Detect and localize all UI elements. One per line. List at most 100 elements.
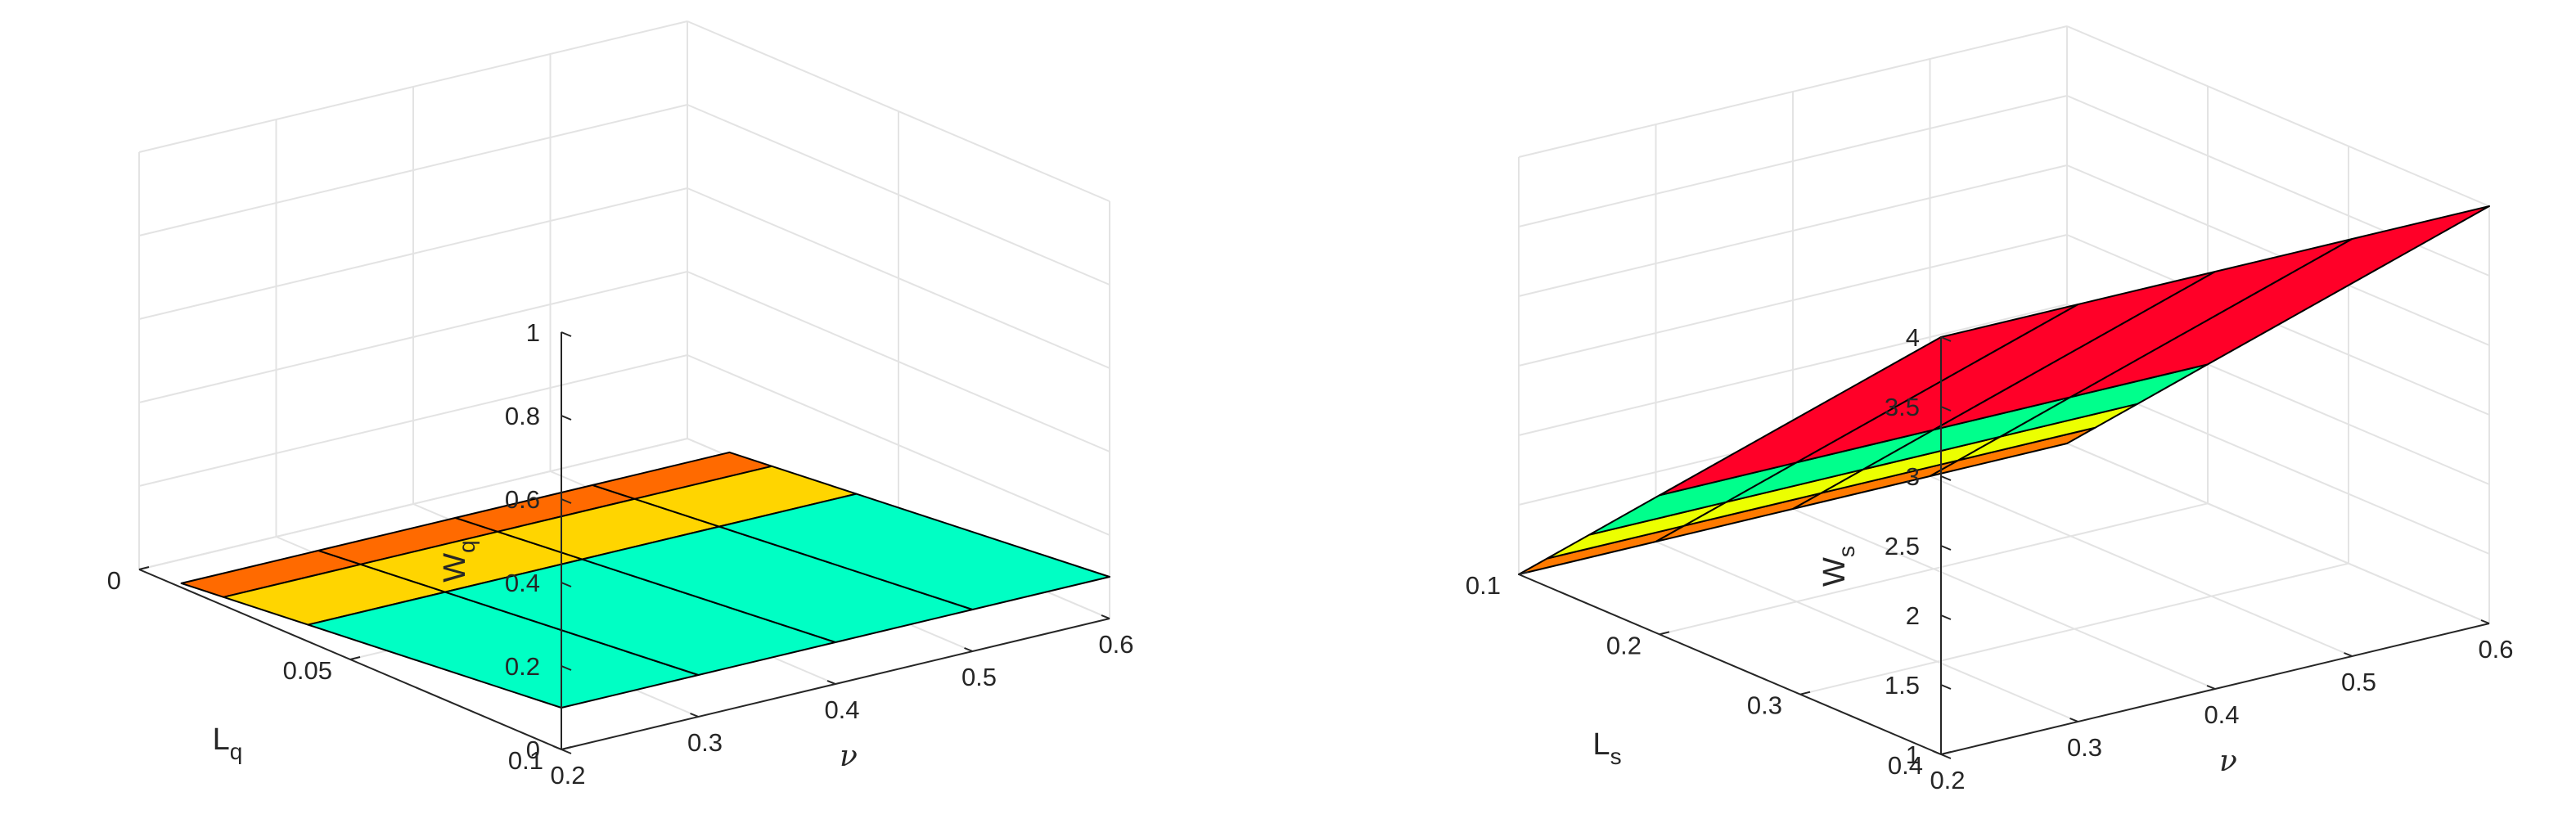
z-axis-title-base: W (1817, 557, 1852, 587)
y-axis-title-sub: q (230, 739, 243, 764)
z-tick-label: 2.5 (1885, 532, 1920, 560)
x-tick-label: 0.4 (2204, 700, 2239, 729)
y-axis-title-sub: s (1610, 744, 1622, 769)
x-tick-label: 0.6 (2478, 635, 2513, 664)
grid-line (687, 354, 1110, 536)
z-tick (561, 415, 572, 421)
x-tick (690, 713, 699, 718)
z-axis-title-base: W (438, 553, 472, 583)
z-tick (561, 498, 572, 504)
z-tick (561, 749, 572, 754)
z-tick-label: 0 (526, 736, 540, 764)
x-tick (2344, 652, 2353, 657)
x-axis-title: ν (2219, 745, 2237, 778)
surface-plot-ws: 1 1.5 2 2.5 3 3.5 4 0.2 0.3 0.4 0.5 0.6 0.1 0.2 0.3 0.4… (1466, 25, 2514, 794)
y-tick-label: 0.3 (1747, 691, 1782, 720)
z-tick-label: 2 (1906, 601, 1920, 630)
y-axis-title: Lq (213, 722, 243, 764)
y-tick-label: 0.2 (1606, 631, 1642, 659)
x-tick (2206, 685, 2216, 690)
y-tick-label: 0.4 (1888, 751, 1923, 780)
axes: 1 1.5 2 2.5 3 3.5 4 0.2 0.3 0.4 0.5 0.6 0.1 0.2 0.3 0.4… (1466, 323, 2514, 794)
y-tick (561, 746, 572, 750)
z-axis-title: Ws (1817, 546, 1859, 587)
x-tick (826, 680, 836, 685)
z-axis-title-sub: q (454, 540, 480, 553)
z-tick-label: 3.5 (1885, 393, 1920, 421)
grid-line (2066, 25, 2490, 207)
z-tick (1940, 475, 1952, 481)
grid-line (687, 271, 1110, 452)
z-tick-label: 0.8 (505, 402, 540, 430)
grid-line (1518, 164, 2068, 297)
z-tick (561, 582, 572, 587)
y-tick (1799, 691, 1811, 695)
z-tick (561, 665, 572, 671)
z-tick-label: 4 (1906, 323, 1920, 352)
grid-line (687, 104, 1110, 286)
x-tick (1101, 614, 1110, 619)
z-tick-label: 1 (1906, 740, 1920, 769)
z-tick-label: 3 (1906, 462, 1920, 491)
z-tick (561, 331, 572, 337)
z-tick-label: 1.5 (1885, 671, 1920, 700)
x-tick-label: 0.5 (2341, 668, 2376, 696)
x-tick-label: 0.4 (824, 695, 859, 724)
surface-patch (2069, 205, 2490, 398)
x-tick-label: 0.5 (961, 663, 997, 691)
z-tick (1940, 545, 1952, 551)
y-tick-label: 0.1 (1466, 571, 1501, 600)
grid-line (1930, 475, 2353, 657)
y-tick-label: 0 (107, 566, 121, 595)
grid-line (138, 104, 688, 236)
grid-line (687, 20, 1110, 202)
grid-line (1799, 562, 2349, 695)
y-axis-title-base: L (1592, 727, 1610, 762)
z-tick-label: 0.2 (505, 652, 540, 681)
grid-line (1518, 25, 2068, 158)
z-tick-label: 1 (526, 318, 540, 347)
x-tick-label: 0.2 (1930, 766, 1965, 794)
grid-line (1655, 541, 2078, 722)
surface-patch (718, 493, 1110, 610)
grid-line (1659, 502, 2209, 636)
grid-line (138, 438, 688, 570)
grid-line (1518, 304, 2068, 436)
x-tick-label: 0.6 (1098, 630, 1133, 659)
y-axis-line (1518, 574, 1942, 755)
grid-line (138, 187, 688, 320)
x-tick (964, 647, 973, 652)
grid-line (2066, 164, 2490, 346)
z-axis-title: Wq (438, 540, 480, 582)
x-tick-label: 0.2 (550, 761, 585, 790)
y-tick-label: 0.05 (283, 656, 332, 685)
grid-line (138, 20, 688, 153)
y-tick (1659, 631, 1670, 636)
y-tick (1518, 571, 1529, 575)
x-tick (552, 745, 562, 750)
x-tick (2069, 718, 2078, 722)
surface (1518, 205, 2490, 575)
grid-line (138, 271, 688, 403)
y-tick (1940, 751, 1952, 755)
x-tick (2480, 619, 2490, 624)
grid-line (2066, 95, 2490, 277)
y-tick-label: 0.1 (508, 746, 543, 775)
y-tick (349, 656, 361, 660)
surface-plot-wq: 0 0.2 0.4 0.6 0.8 1 0.2 0.3 0.4 0.5 0.6 0 0.05 0.1 ν Lq… (107, 20, 1134, 790)
z-tick (1940, 754, 1952, 759)
z-tick (1940, 684, 1952, 690)
z-tick-label: 0.6 (505, 485, 540, 514)
y-tick (138, 566, 150, 570)
x-tick-label: 0.3 (2067, 733, 2102, 762)
grid-line (138, 354, 688, 487)
y-axis-title-base: L (213, 722, 230, 757)
x-tick (1932, 750, 1942, 755)
grid-line (687, 187, 1110, 369)
surface (180, 451, 1110, 709)
z-axis-title-sub: s (1834, 546, 1859, 557)
grid-line (1518, 95, 2068, 227)
grid-line (2066, 443, 2490, 624)
axes: 0 0.2 0.4 0.6 0.8 1 0.2 0.3 0.4 0.5 0.6 0 0.05 0.1 ν Lq… (107, 318, 1134, 790)
